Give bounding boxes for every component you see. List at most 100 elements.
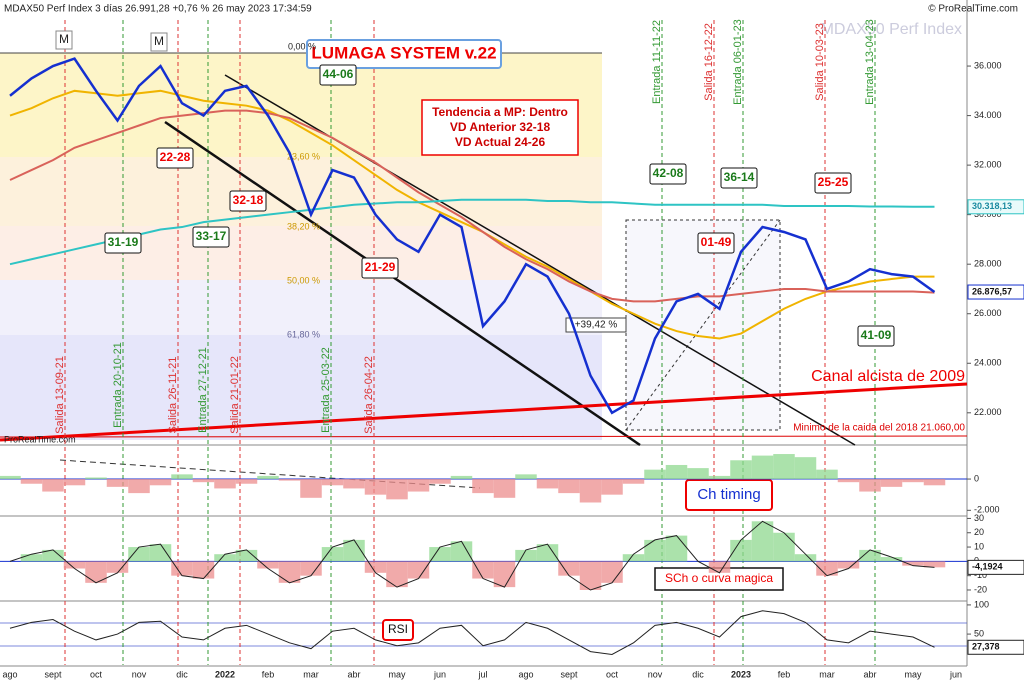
area-bar	[364, 561, 387, 573]
area-bar	[20, 479, 43, 484]
chart-title: LUMAGA SYSTEM v.22	[311, 43, 496, 62]
area-bar	[429, 547, 451, 562]
score-label: 44-06	[323, 67, 354, 81]
trend-text: Tendencia a MP: Dentro	[432, 105, 568, 119]
score-box	[192, 226, 230, 248]
area-bar	[257, 561, 279, 569]
area-bar	[730, 460, 752, 480]
area-bar	[300, 479, 322, 498]
series-line	[9, 57, 936, 415]
y-tick-label: 10	[974, 541, 984, 551]
score-box	[814, 172, 852, 194]
area-bar	[257, 475, 279, 480]
gain-box	[565, 317, 627, 333]
area-bar	[601, 561, 623, 583]
signal-label: Salida 26-04-22	[363, 356, 375, 434]
zone	[0, 280, 602, 335]
area-bar	[386, 561, 408, 588]
trend-box	[421, 99, 579, 156]
marker-box	[150, 32, 168, 52]
score-label: 25-25	[818, 175, 849, 189]
signal-label: Entrada 11-11-22	[651, 20, 663, 104]
trend-text: VD Anterior 32-18	[450, 120, 551, 134]
y-tick-label: 28.000	[974, 259, 1002, 269]
source: © ProRealTime.com	[928, 4, 1018, 15]
area-bar	[579, 479, 602, 503]
x-tick-label: sept	[560, 669, 578, 679]
area-bar	[192, 479, 215, 483]
title-box	[306, 39, 502, 69]
fib-label: 61,80 %	[287, 329, 320, 339]
trend-text: VD Actual 24-26	[455, 135, 546, 149]
area-bar	[278, 479, 301, 481]
x-tick-label: mar	[819, 669, 835, 679]
area-bar	[149, 544, 172, 562]
x-tick-label: may	[388, 669, 406, 679]
x-tick-label: jun	[433, 669, 446, 679]
series-line	[9, 89, 935, 340]
area-bar	[214, 479, 236, 489]
y-tick-label: 100	[974, 599, 989, 609]
min-label: Minimo de la caida del 2018 21.060,00	[793, 423, 965, 434]
area-bar	[794, 554, 817, 562]
area-bar	[902, 479, 924, 483]
area-bar	[343, 479, 365, 489]
signal-label: Salida 10-03-23	[814, 23, 826, 101]
y-tick-label: 32.000	[974, 159, 1002, 169]
area-bar	[536, 479, 559, 489]
y-tick-label: -10	[974, 570, 987, 580]
area-bar	[85, 561, 107, 583]
y-tick-label: 24.000	[974, 358, 1002, 368]
area-bar	[902, 561, 924, 566]
signal-label: Entrada 25-03-22	[320, 347, 332, 433]
panel-title: SCh o curva magica	[665, 571, 773, 585]
signal-label: Entrada 20-10-21	[112, 342, 124, 428]
x-tick-label: abr	[863, 669, 876, 679]
area-bar	[0, 475, 21, 480]
signal-label: Entrada 27-12-21	[197, 347, 209, 433]
panel-title-box	[685, 479, 773, 511]
score-label: 22-28	[160, 150, 191, 164]
score-label: 31-19	[108, 235, 139, 249]
x-tick-label: ago	[2, 669, 17, 679]
area-bar	[515, 549, 537, 562]
area-bar	[128, 547, 150, 562]
area-bar	[816, 469, 838, 480]
x-tick-label: sept	[44, 669, 62, 679]
score-box	[104, 232, 142, 254]
area-bar	[880, 479, 903, 487]
area-bar	[773, 532, 795, 562]
area-bar	[730, 539, 752, 562]
header-title: MDAX50 Perf Index 3 días 26.991,28 +0,76…	[4, 4, 312, 15]
fib-label: 0,00 %	[288, 41, 316, 51]
area-bar	[128, 479, 150, 494]
signal-label: Salida 26-11-21	[167, 357, 179, 434]
signal-label: Salida 13-09-21	[54, 356, 66, 434]
area-bar	[880, 557, 903, 562]
area-bar	[622, 479, 645, 484]
x-tick-label: nov	[648, 669, 663, 679]
area-bar	[493, 479, 516, 498]
area-bar	[773, 454, 795, 480]
area-bar	[665, 464, 688, 480]
area-bar	[20, 554, 43, 562]
x-tick-label: 2022	[215, 669, 235, 679]
series-line	[9, 198, 935, 266]
area-bar	[42, 479, 64, 492]
area-bar	[450, 541, 473, 562]
area-bar	[859, 549, 881, 562]
channel-label: Canal alcista de 2009	[811, 368, 965, 385]
area-bar	[665, 535, 688, 562]
y-tick-label: 30	[974, 513, 984, 523]
x-tick-label: may	[904, 669, 922, 679]
area-bar	[751, 521, 774, 562]
area-bar	[321, 547, 344, 562]
value-label-box	[967, 284, 1024, 300]
panel-title: Ch timing	[697, 486, 760, 503]
score-label: 36-14	[724, 170, 755, 184]
y-tick-label: 20	[974, 527, 984, 537]
area-bar	[171, 561, 193, 576]
x-tick-label: oct	[606, 669, 619, 679]
score-box	[720, 167, 758, 189]
area-bar	[644, 469, 666, 480]
